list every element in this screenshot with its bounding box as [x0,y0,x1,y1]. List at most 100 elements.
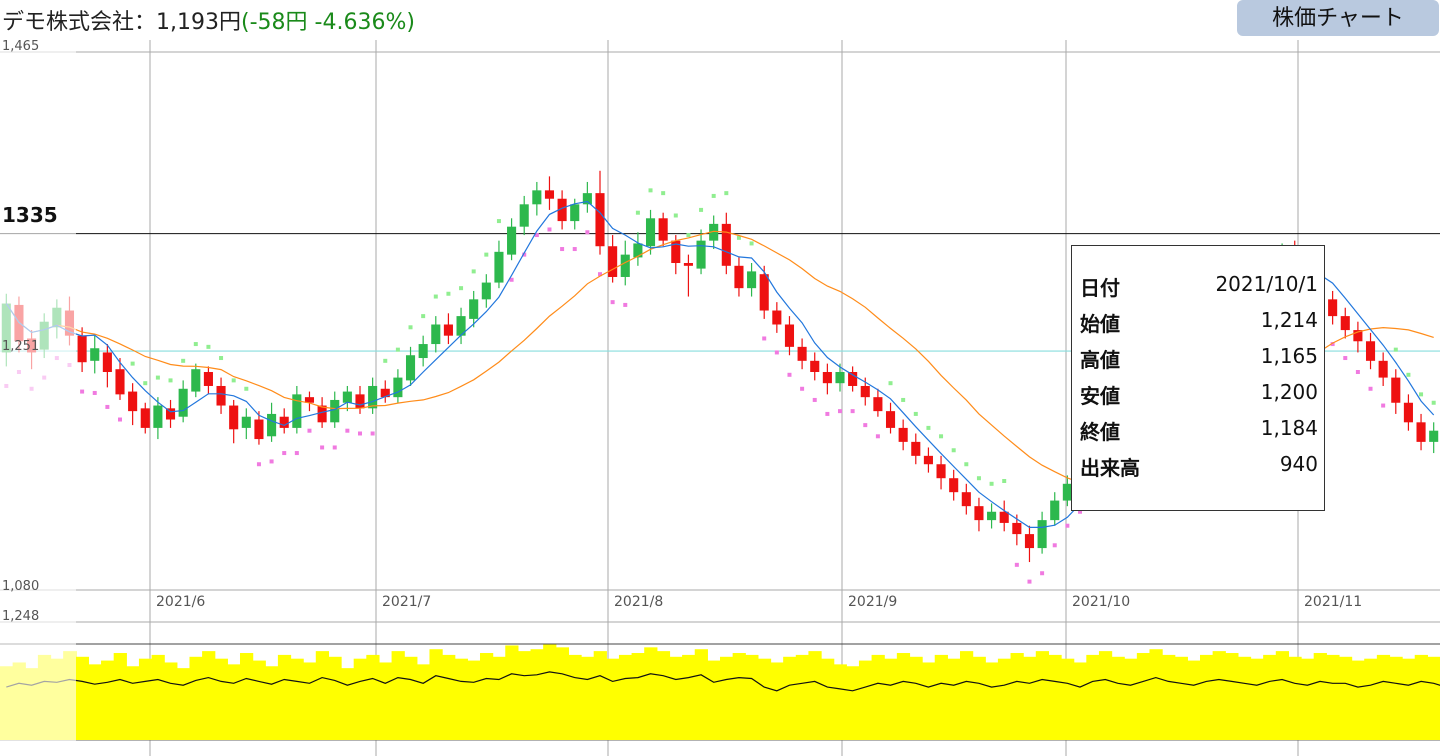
candle-body [216,385,226,406]
volume-bar [113,653,127,740]
candle-body [734,265,744,289]
sar-dot [332,445,337,450]
candle-body [469,299,479,319]
candle-body [1328,299,1338,317]
volume-bar [606,658,620,740]
volume-max-label: 1,248 [2,609,39,624]
tooltip-value: 1,184 [1260,416,1318,440]
candle-body [317,405,327,423]
candle-body [582,193,592,205]
candle-body [267,413,277,437]
candle-body [405,355,416,381]
volume-bar [442,654,456,740]
volume-bar [858,660,873,740]
tooltip-value: 1,165 [1260,344,1318,368]
candle-body [721,223,731,266]
candle-body [355,394,365,409]
stock-chart-button[interactable]: 株価チャート [1237,0,1439,36]
candle-body [696,240,706,269]
candle-body [178,388,188,417]
volume-bar [429,649,443,740]
sar-dot [913,411,918,416]
candle-body [241,416,251,428]
axis-labels: 1,465 1,251 1,080 1,248 1335 2021/6 2021/7 2021… [2,39,1362,624]
volume-bar [985,662,999,740]
candle-body [570,204,580,222]
volume-bar [1225,653,1239,740]
candle-body [633,243,643,258]
volume-bar [682,654,696,740]
sar-dot [585,230,590,235]
candle-body [191,369,201,392]
candle-body [494,251,504,283]
volume-bar [783,656,797,740]
sar-dot [888,381,893,386]
candle-body [140,408,150,428]
volume-bar [732,653,746,740]
candle-body [77,335,87,363]
sar-dot [560,247,565,252]
volume-bar [353,658,367,740]
tooltip-value: 1,200 [1260,380,1318,404]
price-tooltip: 日付 2021/10/1 始値 1,214 高値 1,165 安値 1,200 終値 1,184 出… [1071,245,1325,511]
candle-body [292,394,302,428]
candle-body [1365,341,1376,361]
volume-bar [1275,651,1290,740]
sar-dot [496,219,501,224]
sar-dot [800,386,805,391]
tooltip-row: 高値 1,165 [1080,344,1318,374]
candle-body [961,492,971,507]
candle-body [507,226,517,255]
tooltip-row: 出来高 940 [1080,452,1318,482]
candle-body [1378,360,1388,378]
volume-bar [277,654,292,740]
candle-body [557,198,567,222]
volume-bar [138,658,153,740]
tooltip-key: 終値 [1080,420,1120,444]
sar-dot [105,404,110,409]
volume-bar [303,662,317,740]
volume-bar [884,658,898,740]
volume-bar [404,656,418,740]
candle-body [443,324,453,336]
volume-bar [1149,649,1163,740]
sar-dot [408,325,413,330]
volume-bar [871,654,885,740]
candle-body [342,391,352,403]
sar-dot [206,344,211,349]
volume-bar [1048,654,1062,740]
volume-bar [846,666,860,740]
volume-bar [1086,654,1100,740]
candle-body [987,511,997,521]
volume-bar [631,653,645,740]
candle-body [936,464,946,479]
candle-body [368,385,378,409]
sar-dot [926,425,931,430]
candle-body [203,372,213,386]
sar-dot [433,294,438,299]
sar-dot [1330,342,1335,347]
month-label-4: 2021/9 [848,594,897,610]
volume-bar [315,651,330,740]
volume-bar [1023,656,1037,740]
sar-dot [964,462,969,467]
candle-body [544,190,555,199]
sar-dot [534,233,539,238]
sar-dot [572,247,577,252]
volume-bar [1250,658,1264,740]
candle-body [645,218,656,247]
volume-bar [1376,654,1391,740]
candle-body [1037,520,1047,549]
sar-dot [838,409,842,414]
candle-body [1024,534,1035,549]
sar-dot [762,336,767,341]
volume-bar [75,656,90,740]
sar-dot [787,372,792,377]
sar-dot [307,428,312,433]
sar-dot [282,451,287,456]
sar-dot [1393,347,1398,352]
volume-bar [1061,658,1075,740]
volume-bar [1288,656,1302,740]
tooltip-key: 日付 [1080,276,1120,300]
candle-body [229,405,239,430]
